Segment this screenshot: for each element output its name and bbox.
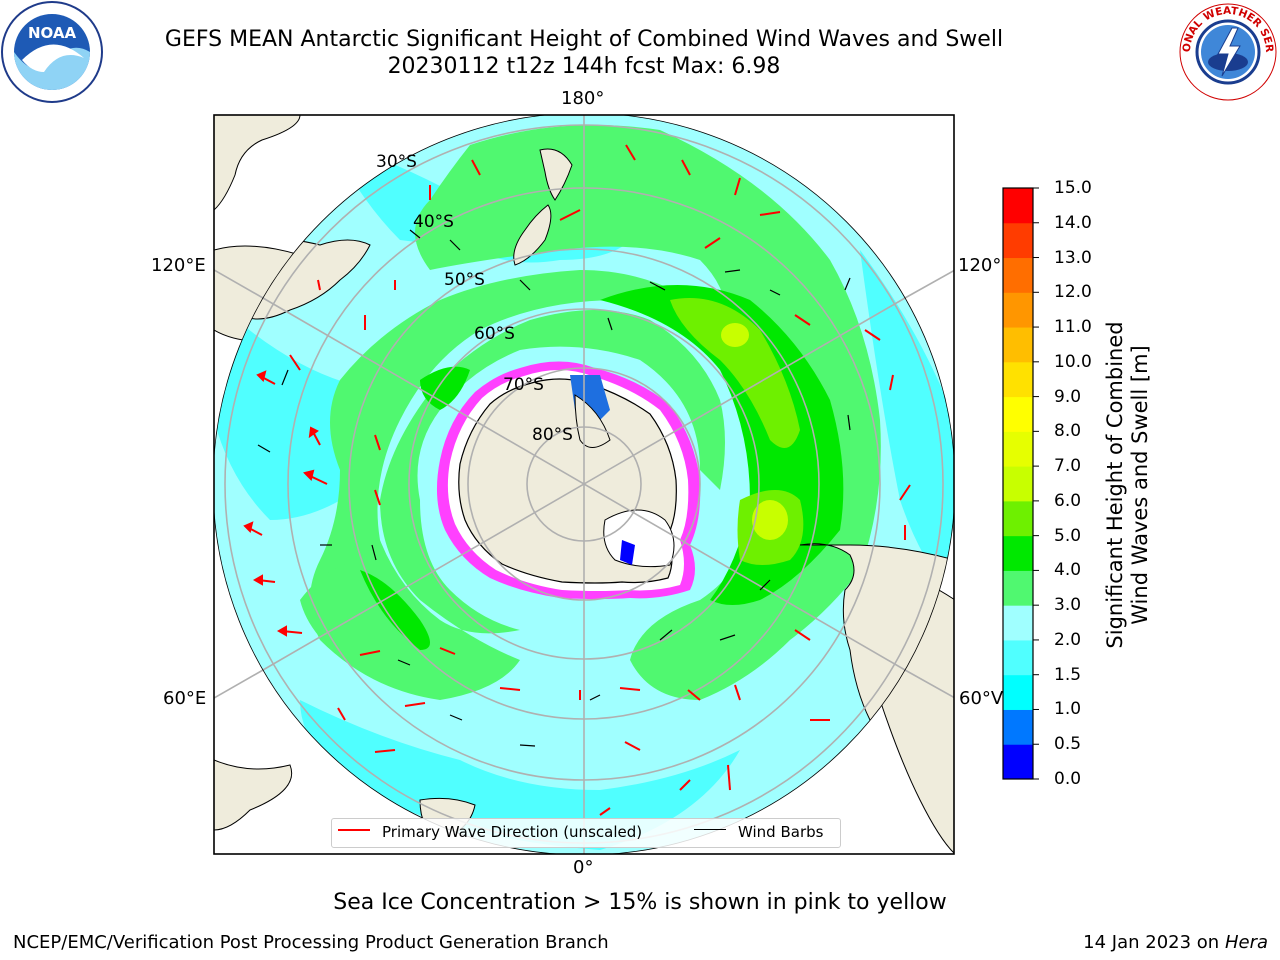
- colorbar-label-line1: Significant Height of Combined: [1103, 321, 1127, 649]
- lat-label-60s: 60°S: [474, 324, 515, 344]
- colorbar-tick-label: 5.0: [1054, 525, 1082, 546]
- lon-label-120w: 120°: [958, 255, 1002, 276]
- legend-swatch-black-line: [694, 829, 726, 830]
- lon-label-180: 180°: [561, 88, 605, 109]
- colorbar-label-line2: Wind Waves and Swell [m]: [1128, 345, 1152, 625]
- colorbar-tick-label: 9.0: [1054, 386, 1082, 407]
- colorbar-band: [1003, 709, 1033, 745]
- noaa-logo-text: NOAA: [28, 24, 77, 42]
- colorbar-tick-label: 0.5: [1054, 734, 1082, 755]
- colorbar-tick-label: 13.0: [1054, 247, 1092, 268]
- colorbar-band: [1003, 292, 1033, 328]
- colorbar-band: [1003, 744, 1033, 780]
- footer-branch: NCEP/EMC/Verification Post Processing Pr…: [13, 932, 609, 953]
- colorbar-tick-label: 11.0: [1054, 317, 1092, 338]
- graticule-outer: [214, 269, 954, 699]
- colorbar-frame: [1002, 187, 1034, 780]
- lon-label-60w: 60°V: [959, 688, 1004, 709]
- colorbar-tick-label: 4.0: [1054, 560, 1082, 581]
- legend-label-primary-wave: Primary Wave Direction (unscaled): [382, 823, 643, 841]
- colorbar-band: [1003, 570, 1033, 606]
- legend-item-wind-barbs: Wind Barbs: [694, 823, 823, 841]
- lat-label-30s: 30°S: [376, 152, 417, 172]
- footer-host: Hera: [1224, 932, 1268, 953]
- colorbar-band: [1003, 188, 1033, 224]
- footer-date-text: 14 Jan 2023 on: [1083, 932, 1220, 953]
- colorbar-tick-label: 1.0: [1054, 699, 1082, 720]
- colorbar-tick-label: 7.0: [1054, 456, 1082, 477]
- lat-label-70s: 70°S: [503, 375, 544, 395]
- colorbar-tick-label: 1.5: [1054, 664, 1082, 685]
- legend-item-primary-wave: Primary Wave Direction (unscaled): [338, 823, 642, 841]
- colorbar-tick-label: 12.0: [1054, 282, 1092, 303]
- wind-barbs: [257, 229, 851, 747]
- colorbar-band: [1003, 639, 1033, 676]
- colorbar-tick-label: 10.0: [1054, 351, 1092, 372]
- colorbar-band: [1003, 257, 1033, 293]
- noaa-logo: NOAA: [1, 1, 103, 103]
- lat-label-40s: 40°S: [413, 212, 454, 232]
- legend-swatch-red-line: [338, 828, 370, 831]
- colorbar-tick-label: 6.0: [1054, 490, 1082, 511]
- colorbar-tick-label: 14.0: [1054, 212, 1092, 233]
- lon-label-120e: 120°E: [151, 255, 206, 276]
- map-frame-content: [214, 115, 954, 854]
- map-frame: [213, 114, 955, 855]
- colorbar-band: [1003, 431, 1033, 467]
- footer-date: 14 Jan 2023 on Hera: [1083, 932, 1268, 953]
- colorbar-tick-label: 2.0: [1054, 629, 1082, 650]
- chart-title: GEFS MEAN Antarctic Significant Height o…: [164, 27, 1004, 52]
- wave-6-7-regions: [721, 323, 788, 540]
- lon-label-60e: 60°E: [163, 688, 207, 709]
- lat-label-80s: 80°S: [532, 425, 573, 445]
- colorbar-tick-label: 8.0: [1054, 421, 1082, 442]
- graticule: [224, 115, 944, 854]
- nws-logo: NATIONAL WEATHER SERVICE: [1176, 0, 1277, 101]
- new-zealand: [513, 148, 573, 266]
- lat-label-50s: 50°S: [444, 270, 485, 290]
- colorbar: [1003, 187, 1039, 780]
- map-legend: Primary Wave Direction (unscaled) Wind B…: [331, 818, 841, 848]
- sea-ice-note: Sea Ice Concentration > 15% is shown in …: [333, 890, 947, 915]
- antarctica: [436, 361, 701, 599]
- primary-wave-arrows: [243, 144, 911, 816]
- legend-label-wind-barbs: Wind Barbs: [738, 823, 824, 841]
- colorbar-band: [1003, 500, 1033, 537]
- forecast-info: 20230112 t12z 144h fcst Max: 6.98: [387, 54, 781, 79]
- colorbar-band: [1003, 535, 1033, 571]
- colorbar-tick-label: 3.0: [1054, 595, 1082, 616]
- lon-label-0: 0°: [573, 857, 594, 878]
- colorbar-band: [1003, 605, 1033, 641]
- colorbar-band: [1003, 222, 1033, 259]
- colorbar-band: [1003, 327, 1033, 363]
- colorbar-band: [1003, 466, 1033, 502]
- colorbar-tick-label: 0.0: [1054, 769, 1082, 789]
- colorbar-tick-label: 15.0: [1054, 178, 1092, 198]
- colorbar-band: [1003, 396, 1033, 432]
- colorbar-band: [1003, 674, 1033, 710]
- colorbar-band: [1003, 361, 1033, 398]
